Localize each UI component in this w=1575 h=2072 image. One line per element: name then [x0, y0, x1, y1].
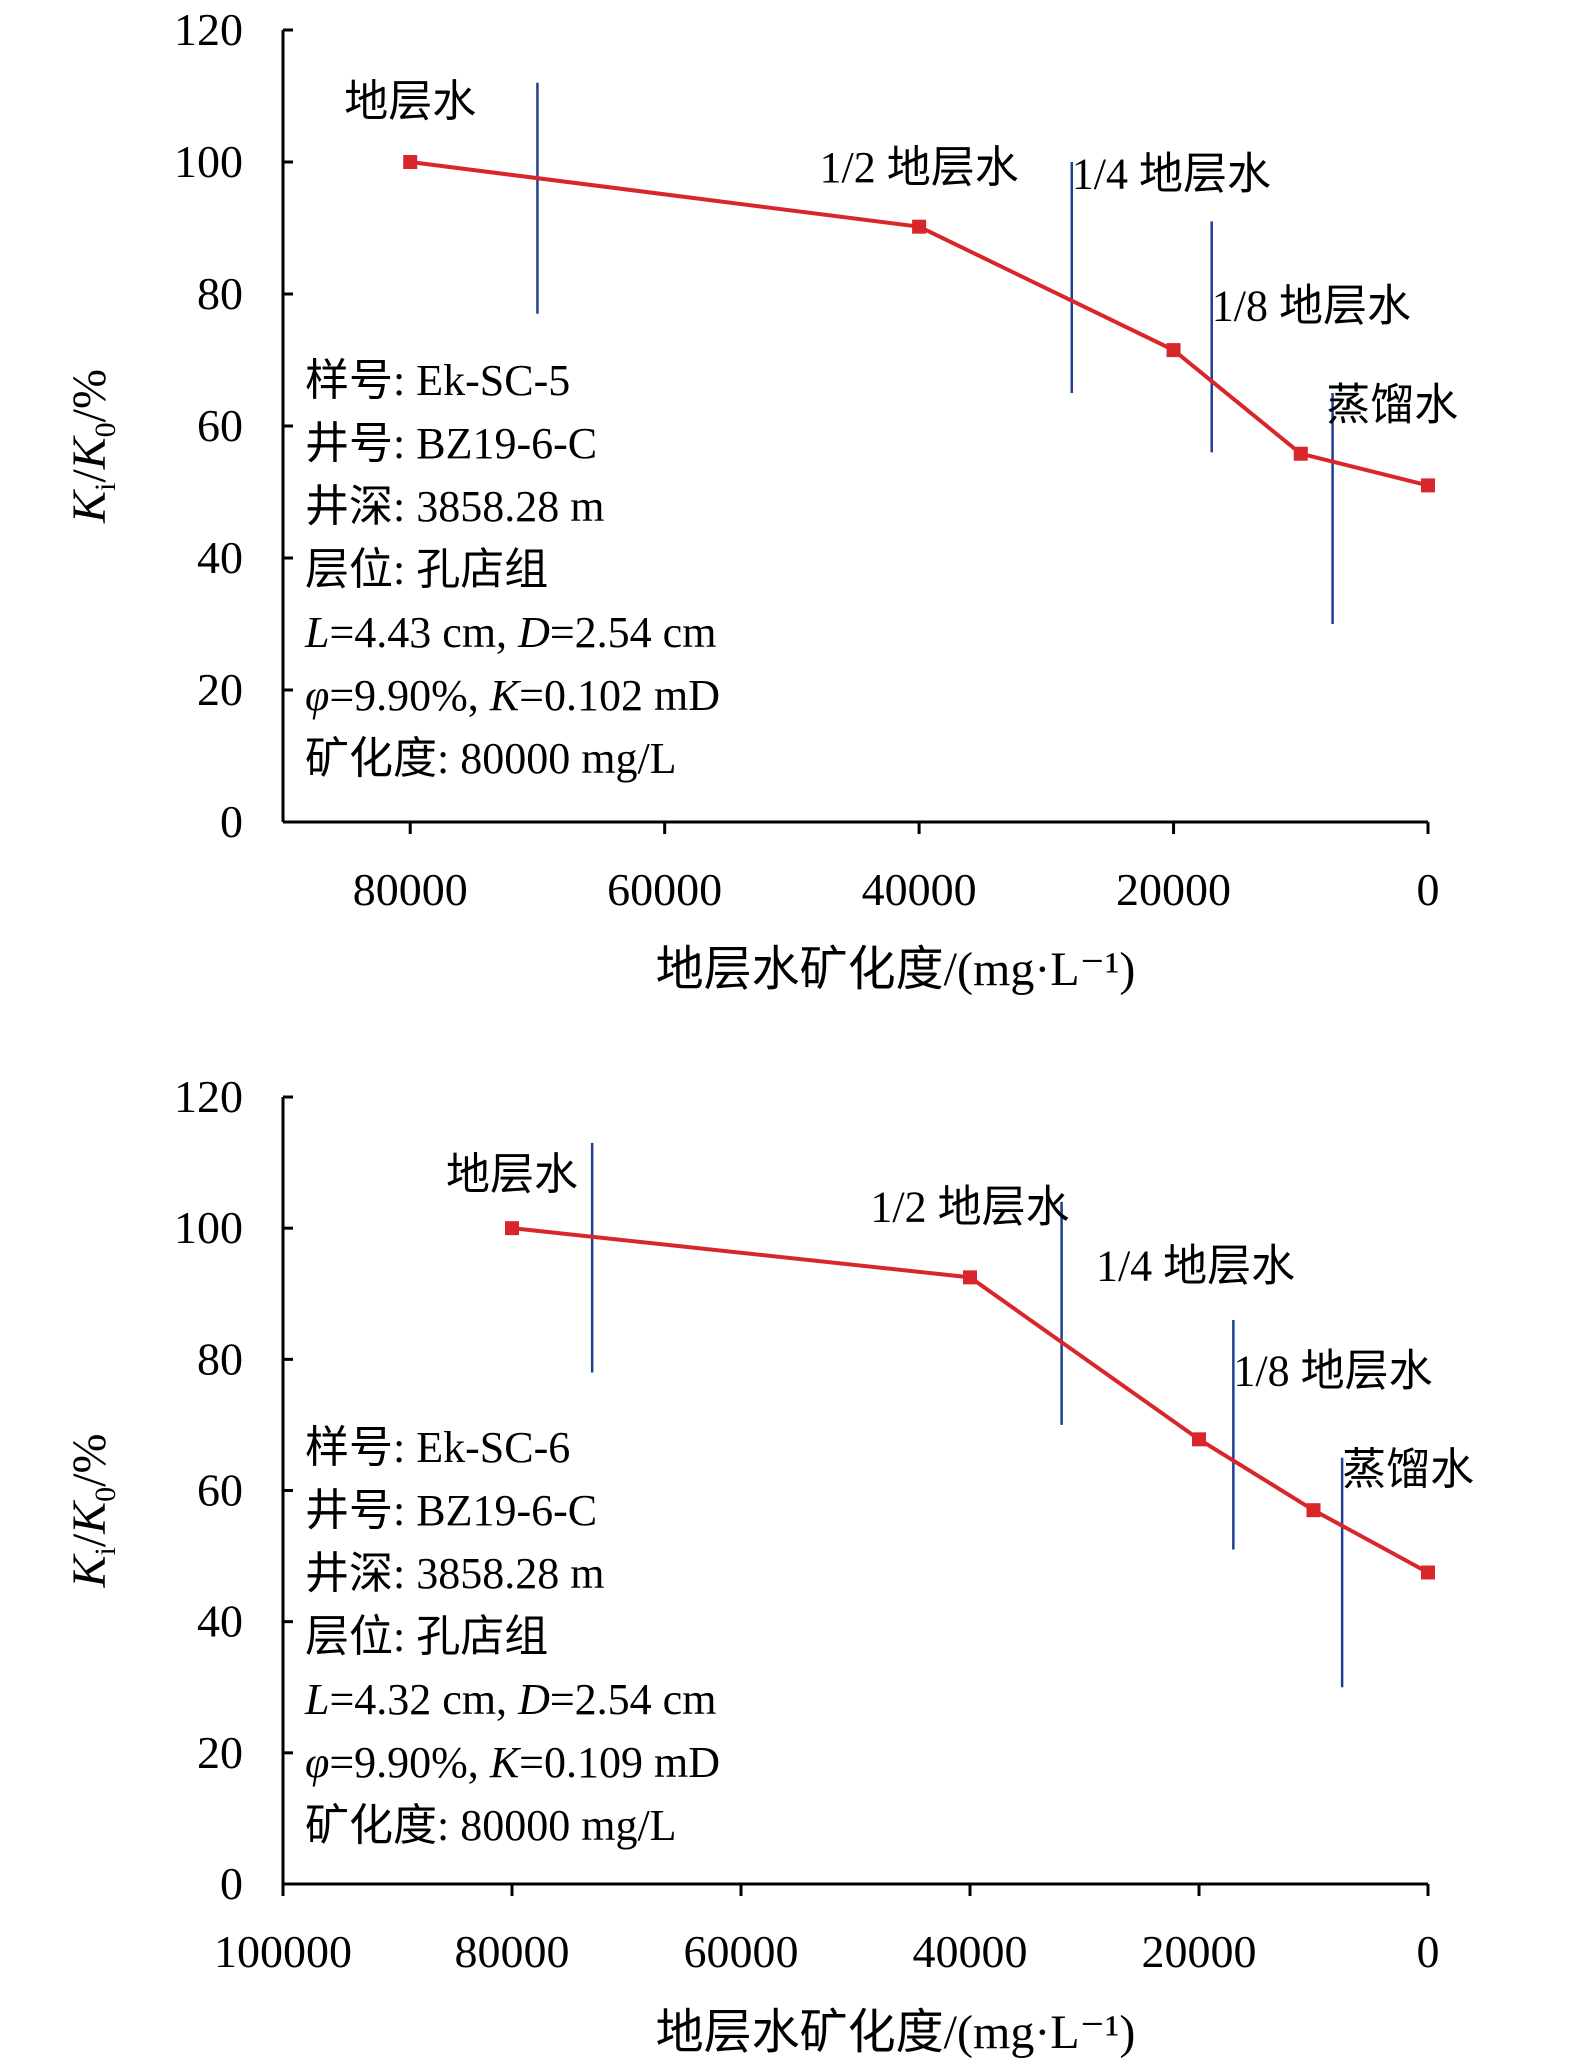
x-tick-label: 40000 [862, 864, 977, 915]
data-point [403, 155, 418, 169]
y-tick-label: 80 [197, 268, 243, 319]
chart-bottom: 0 20 40 60 80 100 120 100000 80000 60000 40000 2000… [63, 1071, 1474, 2059]
y-axis-title: Ki/K0/% [63, 369, 122, 524]
stage-label: 蒸馏水 [1326, 380, 1458, 429]
stage-label: 地层水 [344, 77, 476, 126]
y-axis-title: Ki/K0/% [63, 1433, 122, 1588]
stage-label: 1/8 地层水 [1233, 1347, 1432, 1396]
y-tick-label: 40 [197, 1596, 243, 1647]
sample-info-line: 井深: 3858.28 m [305, 1549, 604, 1598]
x-tick-label: 100000 [214, 1926, 352, 1977]
data-point [1192, 1432, 1206, 1447]
x-tick-label: 20000 [1116, 864, 1231, 915]
stage-label: 1/8 地层水 [1212, 281, 1411, 330]
y-tick-label: 0 [220, 1858, 243, 1909]
sample-info-line: 层位: 孔店组 [305, 1612, 548, 1661]
x-axis-title: 地层水矿化度/(mg·L⁻¹) [656, 943, 1136, 996]
x-tick-label: 60000 [607, 864, 722, 915]
data-point [1293, 446, 1308, 461]
y-tick-label: 120 [174, 4, 243, 55]
y-tick-label: 0 [220, 796, 243, 847]
sample-info-line: L=4.43 cm, D=2.54 cm [304, 608, 716, 657]
stage-label: 1/2 地层水 [870, 1183, 1069, 1232]
data-point [505, 1221, 519, 1236]
y-tick-label: 100 [174, 136, 243, 187]
x-tick-label: 0 [1417, 864, 1440, 915]
x-axis-title: 地层水矿化度/(mg·L⁻¹) [656, 2006, 1136, 2059]
y-tick-label: 20 [197, 1727, 243, 1778]
sample-info-line: 样号: Ek-SC-5 [305, 356, 570, 405]
data-point [912, 219, 927, 234]
sample-info-line: L=4.32 cm, D=2.54 cm [304, 1675, 716, 1724]
stage-label: 1/2 地层水 [819, 143, 1018, 192]
y-tick-label: 120 [174, 1071, 243, 1122]
data-point [1421, 478, 1435, 493]
x-tick-label: 60000 [684, 1926, 799, 1977]
sample-info-line: 矿化度: 80000 mg/L [305, 734, 677, 783]
data-point [1166, 343, 1181, 358]
x-tick-label: 0 [1417, 1926, 1440, 1977]
stage-label: 地层水 [446, 1150, 578, 1199]
y-tick-label: 20 [197, 664, 243, 715]
sample-info-line: 井深: 3858.28 m [305, 482, 604, 531]
data-point [1306, 1503, 1321, 1518]
data-point [963, 1270, 977, 1285]
x-tick-label: 80000 [455, 1926, 570, 1977]
sample-info-line: 井号: BZ19-6-C [305, 1486, 597, 1535]
sample-info-line: 层位: 孔店组 [305, 545, 548, 594]
y-tick-label: 60 [197, 400, 243, 451]
sample-info-line: 井号: BZ19-6-C [305, 419, 597, 468]
stage-label: 1/4 地层水 [1096, 1242, 1295, 1291]
y-tick-label: 40 [197, 532, 243, 583]
data-point [1421, 1565, 1435, 1580]
x-tick-label: 40000 [913, 1926, 1028, 1977]
y-tick-label: 60 [197, 1465, 243, 1516]
sample-info-line: φ=9.90%, K=0.109 mD [305, 1738, 720, 1787]
x-tick-label: 20000 [1142, 1926, 1257, 1977]
stage-label: 蒸馏水 [1342, 1445, 1474, 1494]
stage-label: 1/4 地层水 [1072, 149, 1271, 198]
sample-info-line: 矿化度: 80000 mg/L [305, 1801, 677, 1850]
y-tick-label: 80 [197, 1333, 243, 1384]
x-tick-label: 80000 [353, 864, 468, 915]
sample-info-line: 样号: Ek-SC-6 [305, 1423, 570, 1472]
y-tick-label: 100 [174, 1202, 243, 1253]
sample-info-line: φ=9.90%, K=0.102 mD [305, 671, 720, 720]
